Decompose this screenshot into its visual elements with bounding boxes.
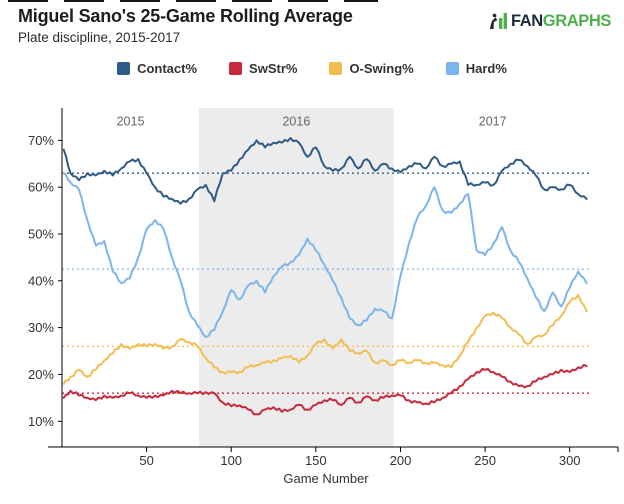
chart-subtitle: Plate discipline, 2015-2017 [18, 30, 181, 45]
legend-item-hard[interactable]: Hard% [445, 61, 507, 76]
year-label-2015: 2015 [117, 115, 145, 129]
fangraphs-logo-graphs: GRAPHS [542, 11, 612, 30]
legend-label-oswing: O-Swing% [349, 61, 414, 76]
x-tick-label-150: 150 [305, 453, 327, 468]
fangraphs-logo: FAN GRAPHS [488, 11, 611, 31]
legend-label-contact: Contact% [137, 61, 198, 76]
chart-title: Miguel Sano's 25-Game Rolling Average [18, 6, 353, 26]
legend-swatch-hard [445, 62, 459, 75]
series-line-swstr [62, 363, 588, 416]
legend-item-oswing[interactable]: O-Swing% [329, 61, 414, 76]
legend-swatch-contact [117, 62, 131, 75]
legend-label-hard: Hard% [465, 61, 507, 76]
x-tick-label-250: 250 [474, 453, 496, 468]
x-tick-label-200: 200 [390, 453, 412, 468]
y-tick-label-10: 10% [28, 414, 54, 429]
legend-item-contact[interactable]: Contact% [117, 61, 197, 76]
legend-item-swstr[interactable]: SwStr% [229, 61, 297, 76]
x-tick-label-100: 100 [220, 453, 242, 468]
chart-legend: Contact% SwStr% O-Swing% Hard% [0, 61, 624, 76]
season-region-2016 [199, 108, 394, 447]
fangraphs-logo-icon [489, 13, 507, 29]
year-label-2016: 2016 [282, 115, 310, 129]
cropped-content-artifact [8, 0, 378, 2]
y-tick-label-40: 40% [28, 273, 54, 288]
fangraphs-logo-fan: FAN [510, 11, 543, 30]
x-tick-label-300: 300 [559, 453, 581, 468]
series-line-contact [62, 137, 588, 205]
y-tick-label-20: 20% [28, 367, 54, 382]
y-tick-label-30: 30% [28, 320, 54, 335]
y-tick-label-60: 60% [28, 180, 54, 195]
year-label-2017: 2017 [479, 115, 507, 129]
series-line-hard [62, 172, 588, 338]
y-tick-label-70: 70% [28, 133, 54, 148]
legend-label-swstr: SwStr% [249, 61, 298, 76]
legend-swatch-oswing [329, 62, 343, 75]
series-line-oswing [62, 293, 588, 385]
y-tick-label-50: 50% [28, 227, 54, 242]
legend-swatch-swstr [229, 62, 243, 75]
x-axis-title: Game Number [283, 471, 369, 486]
x-tick-label-50: 50 [139, 453, 153, 468]
